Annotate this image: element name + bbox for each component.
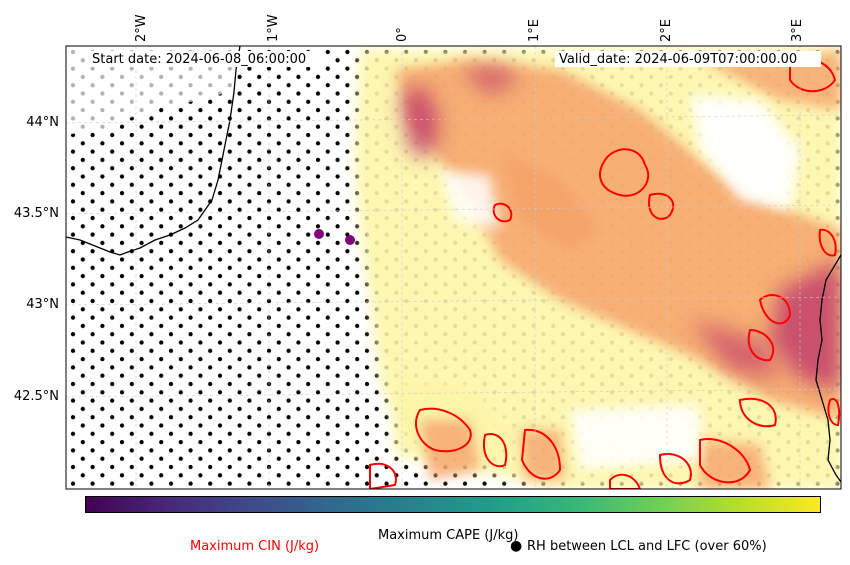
y-tick-label: 43.5°N bbox=[13, 206, 59, 221]
x-tick-label: 2°E bbox=[659, 19, 674, 42]
start-date-label: Start date: 2024-06-08_06:00:00 bbox=[92, 52, 307, 67]
x-tick-label: 2°W bbox=[134, 14, 149, 42]
coastline bbox=[66, 46, 241, 256]
y-tick-label: 43°N bbox=[26, 297, 59, 312]
marker-site-1 bbox=[314, 229, 324, 239]
cape-colorbar bbox=[85, 496, 821, 513]
cin-legend-label: Maximum CIN (J/kg) bbox=[190, 539, 320, 554]
valid-date-bg bbox=[555, 51, 821, 67]
rh-legend-label: RH between LCL and LFC (over 60%) bbox=[527, 539, 767, 554]
map-plot-area bbox=[66, 46, 841, 489]
graticule bbox=[66, 46, 841, 489]
x-tick-label: 3°E bbox=[790, 19, 805, 42]
cin-contours bbox=[369, 57, 841, 489]
x-tick-label: 0° bbox=[395, 27, 410, 42]
marker-site-2 bbox=[345, 235, 355, 245]
x-tick-label: 1°W bbox=[266, 14, 281, 42]
colorbar-label: Maximum CAPE (J/kg) bbox=[378, 528, 519, 543]
start-date-bg bbox=[88, 51, 324, 67]
map-frame bbox=[65, 45, 842, 490]
valid-date-label: Valid_date: 2024-06-09T07:00:00.00 bbox=[559, 52, 798, 67]
y-tick-label: 42.5°N bbox=[13, 389, 59, 404]
rh-gap-area bbox=[66, 46, 240, 135]
y-tick-label: 44°N bbox=[26, 115, 59, 130]
coastline-east bbox=[815, 254, 841, 483]
rh-legend-symbol: ● bbox=[510, 538, 523, 554]
x-tick-label: 1°E bbox=[527, 19, 542, 42]
